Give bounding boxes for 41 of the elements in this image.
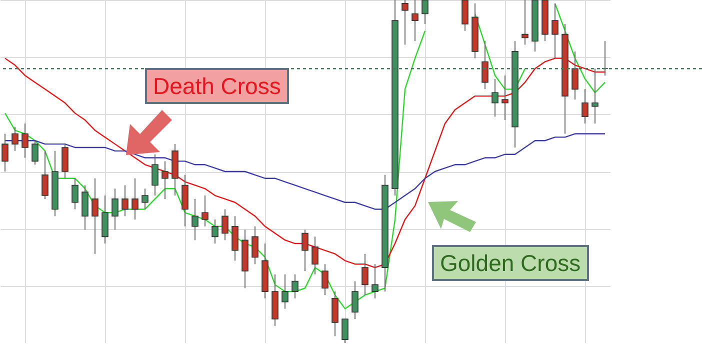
candlestick	[252, 226, 258, 265]
candlestick	[372, 264, 378, 299]
candlestick	[582, 88, 588, 124]
candlestick	[42, 150, 48, 200]
candlestick	[502, 74, 508, 121]
candlestick	[602, 40, 608, 76]
candlestick	[322, 264, 328, 296]
candlestick	[422, 0, 428, 25]
annotation: Death Cross	[145, 68, 289, 104]
candlestick	[192, 198, 198, 241]
candlestick	[302, 229, 308, 272]
candlestick	[212, 219, 218, 244]
candlestick	[12, 126, 18, 152]
candlestick	[92, 178, 98, 254]
candlestick	[162, 160, 168, 200]
candlestick	[142, 188, 148, 210]
candlestick	[202, 195, 208, 227]
candlestick	[522, 0, 528, 46]
candlestick	[482, 40, 488, 90]
candlestick	[222, 208, 228, 241]
candlestick	[352, 280, 358, 320]
candlestick	[22, 122, 28, 158]
candlestick	[552, 2, 558, 59]
candlestick	[152, 154, 158, 196]
candlestick	[282, 274, 288, 310]
candlestick	[72, 178, 78, 210]
candlestick	[132, 178, 138, 220]
candlestick	[292, 274, 298, 299]
candlestick	[122, 184, 128, 217]
candlestick	[112, 188, 118, 230]
candlestick	[572, 50, 578, 100]
candlestick	[312, 236, 318, 275]
candlestick	[2, 133, 8, 172]
candlestick	[492, 78, 498, 118]
candlestick	[342, 318, 348, 343]
annotation: Golden Cross	[432, 245, 589, 281]
candlestick	[592, 68, 598, 124]
candlestick	[362, 253, 368, 296]
candlestick	[32, 140, 38, 166]
candlestick	[412, 0, 418, 42]
candlestick	[402, 0, 408, 46]
